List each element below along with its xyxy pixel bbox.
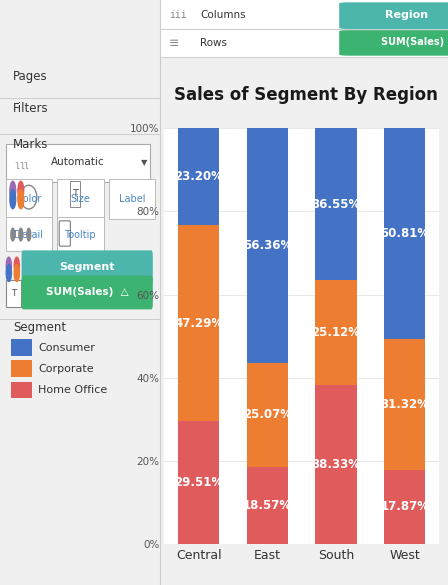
Circle shape <box>18 190 24 209</box>
Text: lll: lll <box>13 158 28 167</box>
Bar <box>178 128 220 225</box>
Text: Rows: Rows <box>200 39 227 49</box>
Bar <box>315 280 357 385</box>
Circle shape <box>6 264 11 281</box>
Text: 23.20%: 23.20% <box>174 170 223 183</box>
Text: Segment: Segment <box>13 321 66 334</box>
Text: 36.55%: 36.55% <box>311 198 361 211</box>
Text: Tooltip: Tooltip <box>65 229 96 239</box>
Bar <box>178 225 220 421</box>
Bar <box>11 360 32 377</box>
Bar <box>315 128 357 280</box>
FancyBboxPatch shape <box>6 179 52 219</box>
Text: T: T <box>11 289 16 298</box>
Text: Sales of Segment By Region: Sales of Segment By Region <box>174 87 438 105</box>
Text: 50.81%: 50.81% <box>380 228 429 240</box>
FancyBboxPatch shape <box>22 250 153 284</box>
Bar <box>315 385 357 544</box>
Bar <box>384 128 425 339</box>
Text: 47.29%: 47.29% <box>174 316 224 329</box>
Bar <box>384 470 425 544</box>
Text: 25.07%: 25.07% <box>243 408 292 421</box>
Text: Region: Region <box>385 9 428 19</box>
Text: 56.36%: 56.36% <box>243 239 292 252</box>
Text: iii: iii <box>169 9 186 19</box>
Text: ≡: ≡ <box>169 37 180 50</box>
Text: Label: Label <box>119 194 145 204</box>
Text: ▼: ▼ <box>141 158 147 167</box>
Text: Corporate: Corporate <box>39 364 94 374</box>
Text: 17.87%: 17.87% <box>380 500 429 514</box>
Text: Filters: Filters <box>13 102 48 115</box>
FancyBboxPatch shape <box>57 217 103 252</box>
Text: Columns: Columns <box>200 9 246 19</box>
Circle shape <box>10 181 16 200</box>
FancyBboxPatch shape <box>57 179 103 219</box>
Text: T: T <box>72 189 78 199</box>
Bar <box>178 421 220 544</box>
Text: 38.33%: 38.33% <box>311 458 361 471</box>
Circle shape <box>27 228 31 241</box>
Circle shape <box>10 190 16 209</box>
Text: 31.32%: 31.32% <box>380 398 429 411</box>
FancyBboxPatch shape <box>22 276 153 309</box>
FancyBboxPatch shape <box>6 217 52 252</box>
Bar <box>11 339 32 356</box>
Text: Segment: Segment <box>60 261 115 271</box>
Bar <box>384 339 425 470</box>
Circle shape <box>18 181 24 200</box>
FancyBboxPatch shape <box>339 2 448 29</box>
Text: 18.57%: 18.57% <box>243 499 292 512</box>
Text: Detail: Detail <box>14 229 43 239</box>
FancyBboxPatch shape <box>339 30 448 56</box>
FancyBboxPatch shape <box>6 144 151 182</box>
Circle shape <box>14 264 19 281</box>
Text: Color: Color <box>16 194 41 204</box>
Text: SUM(Sales)  △: SUM(Sales) △ <box>381 37 448 47</box>
Bar <box>247 363 288 467</box>
Text: 25.12%: 25.12% <box>311 326 361 339</box>
Circle shape <box>6 257 11 274</box>
Bar <box>247 128 288 363</box>
Circle shape <box>14 257 19 274</box>
Bar <box>11 381 32 398</box>
Text: Automatic: Automatic <box>51 157 105 167</box>
Circle shape <box>11 228 15 241</box>
Text: Home Office: Home Office <box>39 385 108 395</box>
Text: 29.51%: 29.51% <box>174 476 224 489</box>
FancyBboxPatch shape <box>6 280 21 307</box>
Text: Marks: Marks <box>13 139 48 152</box>
Bar <box>247 467 288 544</box>
Text: SUM(Sales)  △: SUM(Sales) △ <box>46 287 129 297</box>
Bar <box>160 0 448 58</box>
Text: Consumer: Consumer <box>39 343 95 353</box>
Circle shape <box>19 228 23 241</box>
FancyBboxPatch shape <box>109 179 155 219</box>
Text: Size: Size <box>70 194 90 204</box>
Text: Pages: Pages <box>13 70 47 83</box>
